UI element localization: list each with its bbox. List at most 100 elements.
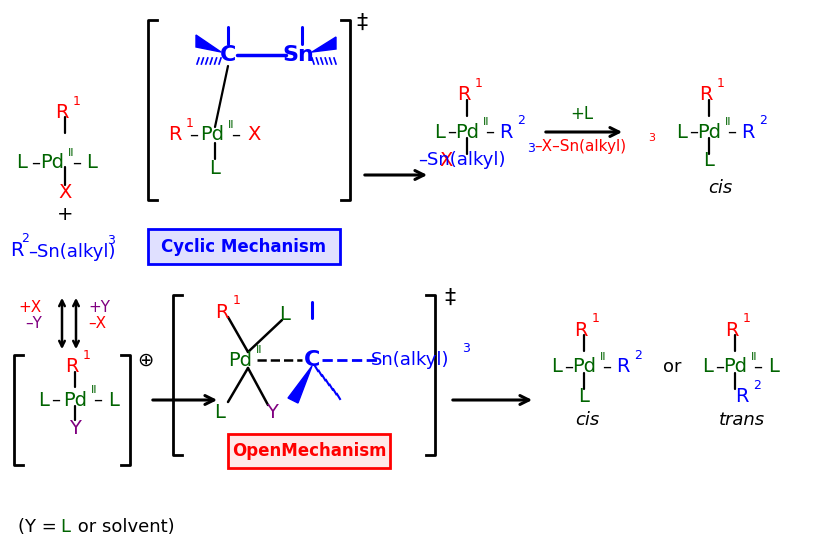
Text: 3: 3 xyxy=(648,133,655,143)
Text: Pd: Pd xyxy=(228,351,252,370)
Text: C: C xyxy=(304,350,320,370)
Text: X: X xyxy=(58,183,71,202)
Text: –: – xyxy=(32,154,40,172)
Text: –: – xyxy=(93,391,102,409)
Text: Y: Y xyxy=(69,419,81,438)
Text: II: II xyxy=(725,117,732,127)
Text: ‡: ‡ xyxy=(444,288,455,308)
Text: C: C xyxy=(220,45,236,65)
Bar xyxy=(148,229,340,264)
Text: +X: +X xyxy=(18,301,42,315)
Text: –: – xyxy=(486,123,495,141)
Text: L: L xyxy=(704,151,715,170)
Text: Cyclic Mechanism: Cyclic Mechanism xyxy=(161,238,327,256)
Text: –: – xyxy=(753,358,763,376)
Text: –: – xyxy=(51,391,60,409)
Text: 1: 1 xyxy=(83,349,91,362)
Text: ‡: ‡ xyxy=(356,13,368,33)
Text: 1: 1 xyxy=(233,294,241,307)
Text: R: R xyxy=(55,104,69,123)
Text: Pd: Pd xyxy=(723,357,747,376)
Text: Pd: Pd xyxy=(572,357,596,376)
Text: –: – xyxy=(690,123,699,141)
Text: R: R xyxy=(457,86,470,105)
Text: R: R xyxy=(168,125,181,144)
Text: II: II xyxy=(91,385,97,395)
Text: II: II xyxy=(228,120,234,130)
Text: L: L xyxy=(280,306,291,324)
Text: 1: 1 xyxy=(592,312,600,325)
Text: –X: –X xyxy=(88,315,106,330)
Text: L: L xyxy=(434,123,445,142)
Text: –: – xyxy=(727,123,737,141)
Text: Sn(alkyl): Sn(alkyl) xyxy=(370,351,449,369)
Text: II: II xyxy=(68,148,75,158)
Text: L: L xyxy=(39,390,50,409)
Text: R: R xyxy=(741,123,755,142)
Text: –Y: –Y xyxy=(25,315,42,330)
Text: Pd: Pd xyxy=(63,390,87,409)
Bar xyxy=(228,434,390,468)
Text: +L: +L xyxy=(570,105,594,123)
Text: R: R xyxy=(10,240,24,259)
Text: 1: 1 xyxy=(743,312,751,325)
Text: –: – xyxy=(564,358,574,376)
Text: L: L xyxy=(108,390,119,409)
Text: L: L xyxy=(552,357,563,376)
Text: OpenMechanism: OpenMechanism xyxy=(232,442,386,460)
Text: (Y =: (Y = xyxy=(18,518,62,536)
Text: L: L xyxy=(702,357,713,376)
Text: or: or xyxy=(663,358,681,376)
Text: L: L xyxy=(579,388,590,407)
Text: –: – xyxy=(602,358,612,376)
Text: or solvent): or solvent) xyxy=(72,518,175,536)
Text: 2: 2 xyxy=(753,379,761,392)
Text: 1: 1 xyxy=(475,77,483,90)
Text: –: – xyxy=(232,126,240,144)
Text: ⊕: ⊕ xyxy=(137,351,153,370)
Text: R: R xyxy=(575,320,588,339)
Text: Pd: Pd xyxy=(200,125,224,144)
Text: cis: cis xyxy=(575,411,599,429)
Text: +Y: +Y xyxy=(88,301,110,315)
Polygon shape xyxy=(196,35,221,52)
Text: L: L xyxy=(60,518,70,536)
Text: X: X xyxy=(439,151,453,170)
Text: Sn: Sn xyxy=(282,45,314,65)
Text: 3: 3 xyxy=(527,142,535,155)
Text: II: II xyxy=(600,352,606,362)
Text: 1: 1 xyxy=(186,117,194,130)
Text: –: – xyxy=(190,126,198,144)
Text: L: L xyxy=(676,123,687,142)
Text: R: R xyxy=(735,388,748,407)
Text: trans: trans xyxy=(719,411,765,429)
Text: Pd: Pd xyxy=(697,123,721,142)
Text: II: II xyxy=(751,352,758,362)
Text: L: L xyxy=(87,153,97,172)
Text: cis: cis xyxy=(708,179,732,197)
Text: –: – xyxy=(448,123,456,141)
Text: L: L xyxy=(769,357,780,376)
Text: +: + xyxy=(57,206,73,225)
Text: 2: 2 xyxy=(21,232,29,245)
Text: 2: 2 xyxy=(517,114,525,127)
Text: R: R xyxy=(66,357,79,376)
Text: II: II xyxy=(256,345,263,355)
Text: R: R xyxy=(617,357,630,376)
Text: Pd: Pd xyxy=(455,123,479,142)
Text: Pd: Pd xyxy=(40,153,64,172)
Text: 3: 3 xyxy=(462,342,470,355)
Polygon shape xyxy=(288,366,312,403)
Text: II: II xyxy=(483,117,490,127)
Text: R: R xyxy=(725,320,738,339)
Text: –: – xyxy=(72,154,81,172)
Text: L: L xyxy=(209,160,220,179)
Polygon shape xyxy=(312,37,336,52)
Text: R: R xyxy=(499,123,512,142)
Text: R: R xyxy=(699,86,713,105)
Text: 2: 2 xyxy=(634,349,642,362)
Text: 1: 1 xyxy=(73,95,81,108)
Text: R: R xyxy=(215,302,228,321)
Text: –X–Sn(alkyl): –X–Sn(alkyl) xyxy=(534,139,626,155)
Text: L: L xyxy=(17,153,28,172)
